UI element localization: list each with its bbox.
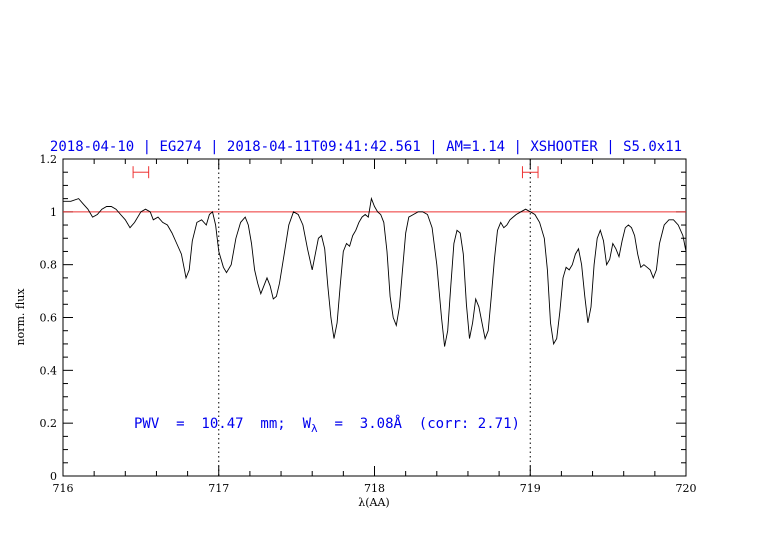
pwv-annotation: PWV = 10.47 mm; Wλ = 3.08Å (corr: 2.71) (134, 415, 520, 435)
pwv-text: PWV = 10.47 mm; W (134, 416, 312, 432)
y-tick-label: 0.4 (40, 364, 58, 377)
plot-area: 716 717 718 719 720 0 0.2 0.4 0.6 0.8 1 1.2 (40, 153, 697, 495)
y-tick-label: 1.2 (40, 153, 58, 166)
y-tick-label: 0.6 (40, 312, 58, 325)
y-tick-label: 0.2 (40, 417, 58, 430)
x-tick-label: 716 (53, 482, 74, 495)
chart-title: 2018-04-10 | EG274 | 2018-04-11T09:41:42… (50, 139, 682, 155)
x-tick-label: 720 (676, 482, 697, 495)
y-tick-label: 0 (50, 470, 57, 483)
y-tick-label: 1 (50, 206, 57, 219)
spectrum-series-line (63, 196, 687, 347)
x-tick-label: 719 (520, 482, 541, 495)
w-value-text: = 3.08Å (corr: 2.71) (318, 415, 520, 432)
w-subscript: λ (311, 422, 318, 435)
x-tick-label: 717 (208, 482, 229, 495)
y-tick-label: 0.8 (40, 259, 58, 272)
x-axis-label: λ(AA) (358, 496, 389, 509)
x-tick-label: 718 (364, 482, 385, 495)
y-axis-label: norm. flux (14, 288, 27, 346)
